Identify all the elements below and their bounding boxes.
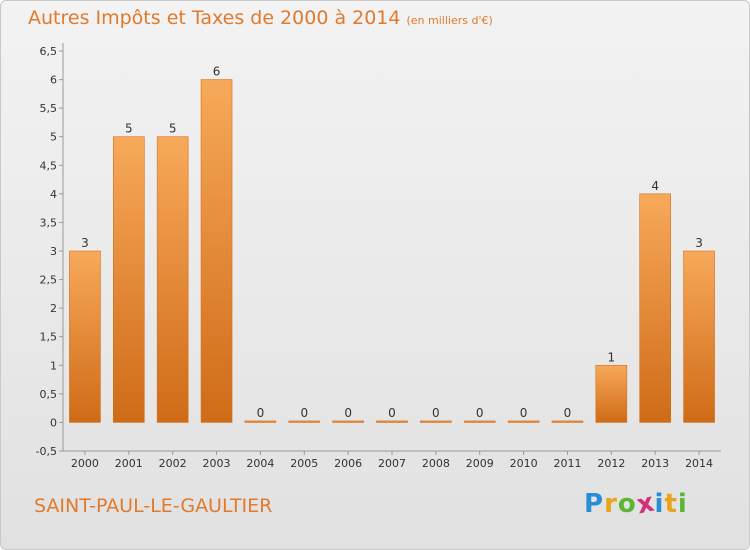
data-label: 0 [432, 406, 440, 420]
data-label: 0 [300, 406, 308, 420]
data-label: 3 [81, 236, 89, 250]
bar [683, 250, 715, 423]
chart-title-text: Autres Impôts et Taxes de 2000 à 2014 [28, 7, 401, 29]
x-tick-label: 2011 [553, 457, 581, 470]
y-tick-label: 6 [50, 74, 57, 87]
x-tick-label: 2002 [159, 457, 187, 470]
x-tick-label: 2006 [334, 457, 362, 470]
bar [156, 136, 189, 423]
data-label: 1 [608, 350, 616, 364]
bar [595, 364, 628, 423]
data-label: 0 [476, 406, 484, 420]
x-tick-label: 2001 [115, 457, 143, 470]
y-tick-label: 5,5 [40, 102, 58, 115]
chart-title: Autres Impôts et Taxes de 2000 à 2014 (en… [28, 7, 493, 29]
logo-letter: r [604, 489, 618, 519]
x-tick-label: 2008 [422, 457, 450, 470]
data-label: 0 [520, 406, 528, 420]
data-label: 5 [169, 122, 177, 136]
data-label: 0 [344, 406, 352, 420]
logo-letter: i [677, 489, 688, 519]
y-tick-label: 1,5 [40, 331, 58, 344]
bar [288, 420, 321, 423]
y-tick-label: 5 [50, 131, 57, 144]
x-tick-label: 2014 [685, 457, 713, 470]
y-tick-label: 3,5 [40, 216, 58, 229]
bar [551, 420, 584, 423]
y-tick-label: 0 [50, 416, 57, 429]
x-tick-label: 2000 [71, 457, 99, 470]
logo-letter: t [664, 489, 678, 519]
bar [113, 136, 145, 423]
data-label: 6 [213, 65, 221, 79]
y-tick-label: 3 [50, 245, 57, 258]
bar [639, 193, 672, 423]
logo-letter: i [654, 489, 665, 519]
data-label: 5 [125, 122, 133, 136]
bar [420, 420, 452, 423]
x-tick-label: 2003 [203, 457, 231, 470]
y-tick-label: -0,5 [36, 445, 57, 458]
x-tick-label: 2010 [510, 457, 538, 470]
y-tick-label: 1 [50, 359, 57, 372]
y-tick-label: 4,5 [40, 159, 58, 172]
data-label: 0 [564, 406, 572, 420]
logo-letter: P [584, 489, 605, 519]
y-tick-label: 2,5 [40, 274, 58, 287]
y-tick-label: 0,5 [40, 388, 58, 401]
bar [200, 79, 233, 423]
proxiti-logo: Proxiti [584, 487, 688, 520]
x-tick-label: 2013 [641, 457, 669, 470]
y-tick-label: 6,5 [40, 45, 58, 58]
data-label: 4 [651, 179, 659, 193]
x-tick-label: 2007 [378, 457, 406, 470]
logo-letter: o [617, 489, 637, 519]
y-tick-label: 4 [50, 188, 57, 201]
x-tick-label: 2012 [597, 457, 625, 470]
bar [463, 420, 496, 423]
x-tick-label: 2009 [466, 457, 494, 470]
data-label: 0 [257, 406, 265, 420]
x-tick-label: 2004 [246, 457, 274, 470]
bar [507, 420, 540, 423]
bar [244, 420, 277, 423]
data-label: 0 [388, 406, 396, 420]
chart-subtitle: (en milliers d'€) [406, 14, 493, 27]
bar [376, 420, 408, 423]
data-label: 3 [695, 236, 703, 250]
y-tick-label: 2 [50, 302, 57, 315]
location-name: SAINT-PAUL-LE-GAULTIER [34, 495, 273, 517]
bar [69, 250, 101, 423]
x-tick-label: 2005 [290, 457, 318, 470]
bar [332, 420, 364, 423]
